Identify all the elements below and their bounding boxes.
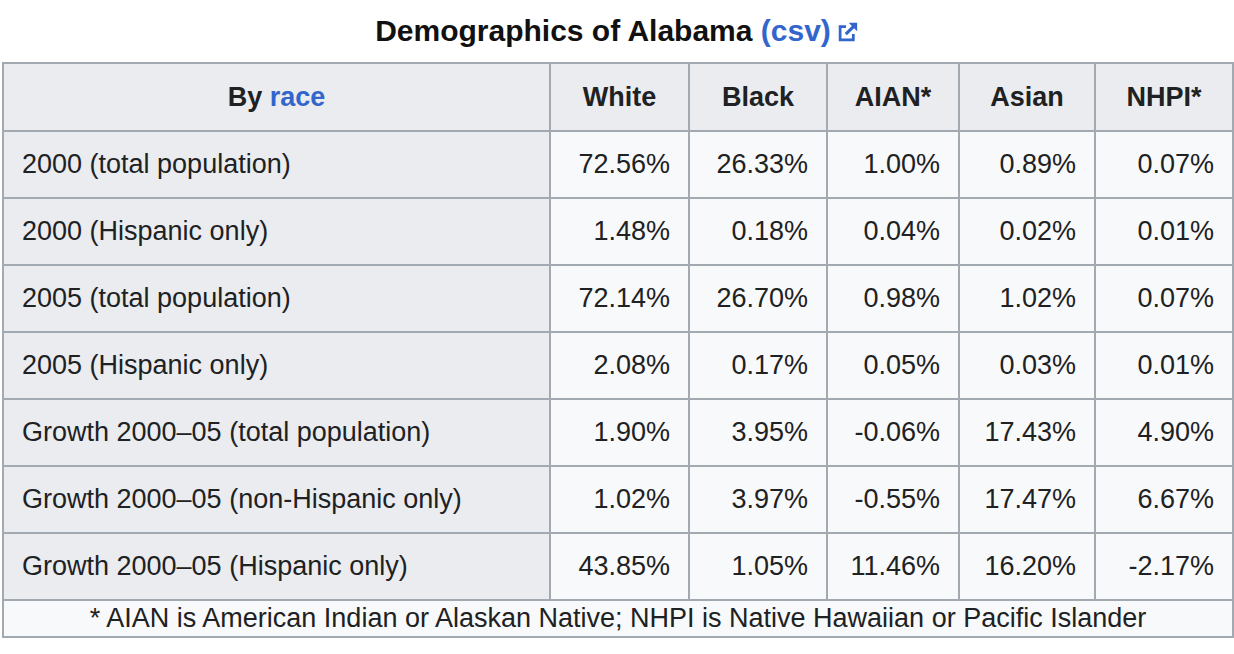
cell-value: 0.01% [1095,198,1233,265]
cell-value: -0.06% [827,399,959,466]
cell-value: 1.02% [550,466,689,533]
cell-value: 0.04% [827,198,959,265]
table-row: 2000 (Hispanic only) 1.48% 0.18% 0.04% 0… [3,198,1233,265]
cell-value: 0.89% [959,131,1095,198]
cell-value: 0.07% [1095,265,1233,332]
cell-value: -2.17% [1095,533,1233,600]
cell-value: 1.02% [959,265,1095,332]
cell-value: 11.46% [827,533,959,600]
cell-value: 16.20% [959,533,1095,600]
title-text: Demographics of Alabama [375,14,752,47]
cell-value: 17.47% [959,466,1095,533]
cell-value: 0.02% [959,198,1095,265]
cell-value: 4.90% [1095,399,1233,466]
cell-value: 1.48% [550,198,689,265]
table-row: 2005 (Hispanic only) 2.08% 0.17% 0.05% 0… [3,332,1233,399]
row-label: 2005 (total population) [3,265,550,332]
row-label: Growth 2000–05 (non-Hispanic only) [3,466,550,533]
cell-value: 1.00% [827,131,959,198]
footnote: * AIAN is American Indian or Alaskan Nat… [3,600,1233,637]
cell-value: 26.33% [689,131,827,198]
row-label: 2000 (total population) [3,131,550,198]
cell-value: 43.85% [550,533,689,600]
external-link-icon[interactable] [837,21,859,43]
footnote-row: * AIAN is American Indian or Alaskan Nat… [3,600,1233,637]
cell-value: 0.05% [827,332,959,399]
table-row: Growth 2000–05 (non-Hispanic only) 1.02%… [3,466,1233,533]
cell-value: 0.17% [689,332,827,399]
header-by-race: By race [3,63,550,131]
table-row: 2000 (total population) 72.56% 26.33% 1.… [3,131,1233,198]
cell-value: 0.18% [689,198,827,265]
cell-value: 3.97% [689,466,827,533]
csv-link[interactable]: (csv) [761,14,831,47]
cell-value: 0.03% [959,332,1095,399]
cell-value: 0.98% [827,265,959,332]
demographics-table: By race White Black AIAN* Asian NHPI* 20… [2,62,1234,638]
column-header-aian: AIAN* [827,63,959,131]
column-header-asian: Asian [959,63,1095,131]
page-title: Demographics of Alabama (csv) [0,13,1234,49]
cell-value: 2.08% [550,332,689,399]
header-row: By race White Black AIAN* Asian NHPI* [3,63,1233,131]
cell-value: 17.43% [959,399,1095,466]
row-label: 2005 (Hispanic only) [3,332,550,399]
header-by-label: By [228,82,263,112]
cell-value: 3.95% [689,399,827,466]
table-row: Growth 2000–05 (Hispanic only) 43.85% 1.… [3,533,1233,600]
cell-value: 1.05% [689,533,827,600]
row-label: 2000 (Hispanic only) [3,198,550,265]
column-header-white: White [550,63,689,131]
cell-value: 6.67% [1095,466,1233,533]
race-link[interactable]: race [270,82,326,112]
table-row: 2005 (total population) 72.14% 26.70% 0.… [3,265,1233,332]
cell-value: 26.70% [689,265,827,332]
cell-value: 0.01% [1095,332,1233,399]
row-label: Growth 2000–05 (total population) [3,399,550,466]
column-header-nhpi: NHPI* [1095,63,1233,131]
row-label: Growth 2000–05 (Hispanic only) [3,533,550,600]
cell-value: -0.55% [827,466,959,533]
cell-value: 1.90% [550,399,689,466]
cell-value: 72.14% [550,265,689,332]
cell-value: 72.56% [550,131,689,198]
table-row: Growth 2000–05 (total population) 1.90% … [3,399,1233,466]
cell-value: 0.07% [1095,131,1233,198]
column-header-black: Black [689,63,827,131]
